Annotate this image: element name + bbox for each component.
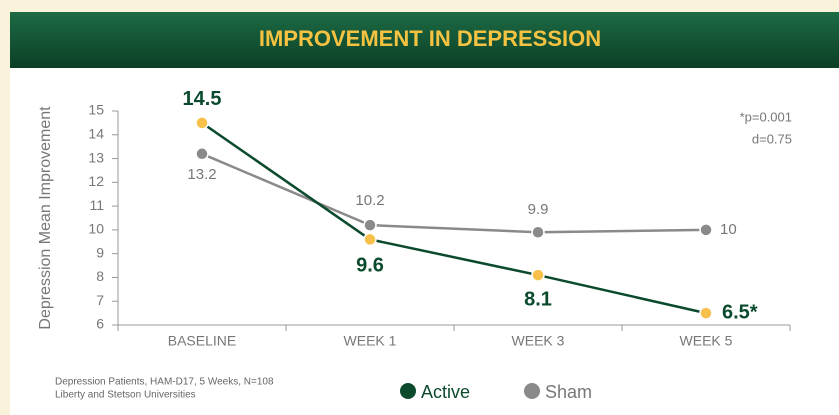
annotation: d=0.75 bbox=[752, 131, 792, 146]
data-label: 9.9 bbox=[528, 201, 549, 218]
chart-title: IMPROVEMENT IN DEPRESSION bbox=[259, 26, 601, 51]
data-label: 10.2 bbox=[355, 192, 384, 209]
legend-label: Active bbox=[421, 382, 470, 402]
data-label: 6.5* bbox=[722, 301, 758, 323]
y-tick-label: 10 bbox=[88, 221, 104, 237]
footnote: Liberty and Stetson Universities bbox=[55, 390, 196, 401]
data-label: 9.6 bbox=[356, 255, 384, 277]
legend-label: Sham bbox=[545, 382, 592, 402]
y-tick-label: 13 bbox=[88, 149, 104, 165]
point bbox=[699, 306, 713, 320]
point bbox=[531, 268, 545, 282]
y-tick-label: 9 bbox=[96, 244, 104, 260]
y-tick-label: 14 bbox=[88, 125, 104, 141]
y-tick-label: 7 bbox=[96, 292, 104, 308]
y-tick-label: 11 bbox=[89, 197, 104, 213]
point bbox=[363, 218, 377, 232]
y-tick-label: 8 bbox=[96, 268, 104, 284]
series-line bbox=[201, 121, 707, 315]
data-label: 10 bbox=[720, 221, 737, 238]
data-label: 14.5 bbox=[183, 88, 222, 110]
point bbox=[195, 147, 209, 161]
y-tick-label: 15 bbox=[88, 102, 104, 118]
data-label: 8.1 bbox=[524, 288, 552, 310]
point bbox=[195, 116, 209, 130]
y-axis-label: Depression Mean Improvement bbox=[37, 106, 54, 330]
point bbox=[363, 232, 377, 247]
legend-swatch bbox=[400, 383, 416, 399]
x-tick-label: BASELINE bbox=[168, 333, 236, 349]
y-tick-label: 12 bbox=[88, 173, 104, 189]
annotation: *p=0.001 bbox=[740, 109, 792, 124]
legend-swatch bbox=[524, 383, 540, 399]
header bbox=[10, 12, 839, 68]
y-tick-label: 6 bbox=[96, 316, 104, 332]
x-tick-label: WEEK 5 bbox=[680, 333, 733, 349]
x-tick-label: WEEK 1 bbox=[344, 333, 397, 349]
series-line bbox=[201, 152, 707, 234]
footnote: Depression Patients, HAM-D17, 5 Weeks, N… bbox=[55, 377, 274, 388]
point bbox=[699, 223, 713, 237]
point bbox=[531, 225, 545, 240]
x-tick-label: WEEK 3 bbox=[512, 333, 565, 349]
panel bbox=[10, 68, 839, 415]
data-label: 13.2 bbox=[187, 166, 216, 183]
